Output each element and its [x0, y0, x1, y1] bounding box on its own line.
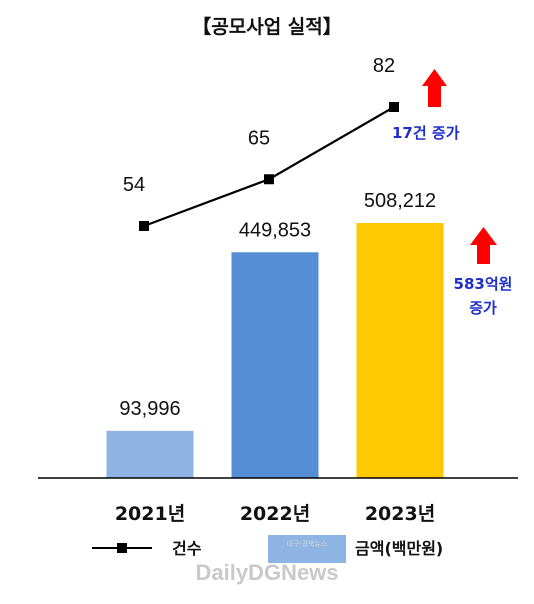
count-value-labels: 54 65 82: [123, 55, 395, 196]
category-label: 2021년: [115, 503, 185, 525]
count-marker: [389, 102, 399, 112]
count-value-label: 65: [248, 127, 270, 149]
count-increase-note: 17건 증가: [392, 124, 460, 142]
count-line: [143, 106, 395, 228]
legend-amount-label: 금액(백만원): [355, 539, 443, 558]
count-value-label: 82: [373, 55, 395, 77]
bar-2021년: [106, 430, 194, 478]
category-labels: 2021년 2022년 2023년: [115, 503, 435, 525]
count-increase-arrow-icon: [422, 69, 447, 107]
watermark-subtext: 대구·경북뉴스: [287, 539, 328, 548]
count-value-label: 54: [123, 174, 145, 196]
amount-increase-note-line1: 583억원: [454, 275, 513, 293]
bar-series: [106, 223, 444, 478]
bar-2022년: [231, 252, 319, 478]
bar-value-labels: 93,996 449,853 508,212: [119, 190, 436, 420]
category-label: 2023년: [365, 503, 435, 525]
bar-value-label: 93,996: [119, 398, 180, 420]
bar-value-label: 449,853: [239, 219, 311, 241]
amount-increase-arrow-icon: [470, 227, 497, 264]
chart-title: 【공모사업 실적】: [192, 15, 342, 38]
count-marker: [139, 221, 149, 231]
bar-value-label: 508,212: [364, 190, 436, 212]
amount-increase-note-line2: 증가: [469, 299, 497, 317]
bar-2023년: [356, 223, 444, 478]
legend-bar-swatch: [268, 535, 346, 563]
count-markers: [139, 102, 399, 231]
legend-line-marker: [117, 543, 127, 553]
watermark-text: DailyDGNews: [195, 560, 338, 585]
legend: 건수 금액(백만원): [92, 535, 443, 563]
category-label: 2022년: [240, 503, 310, 525]
legend-count-label: 건수: [172, 539, 202, 558]
count-marker: [264, 174, 274, 185]
